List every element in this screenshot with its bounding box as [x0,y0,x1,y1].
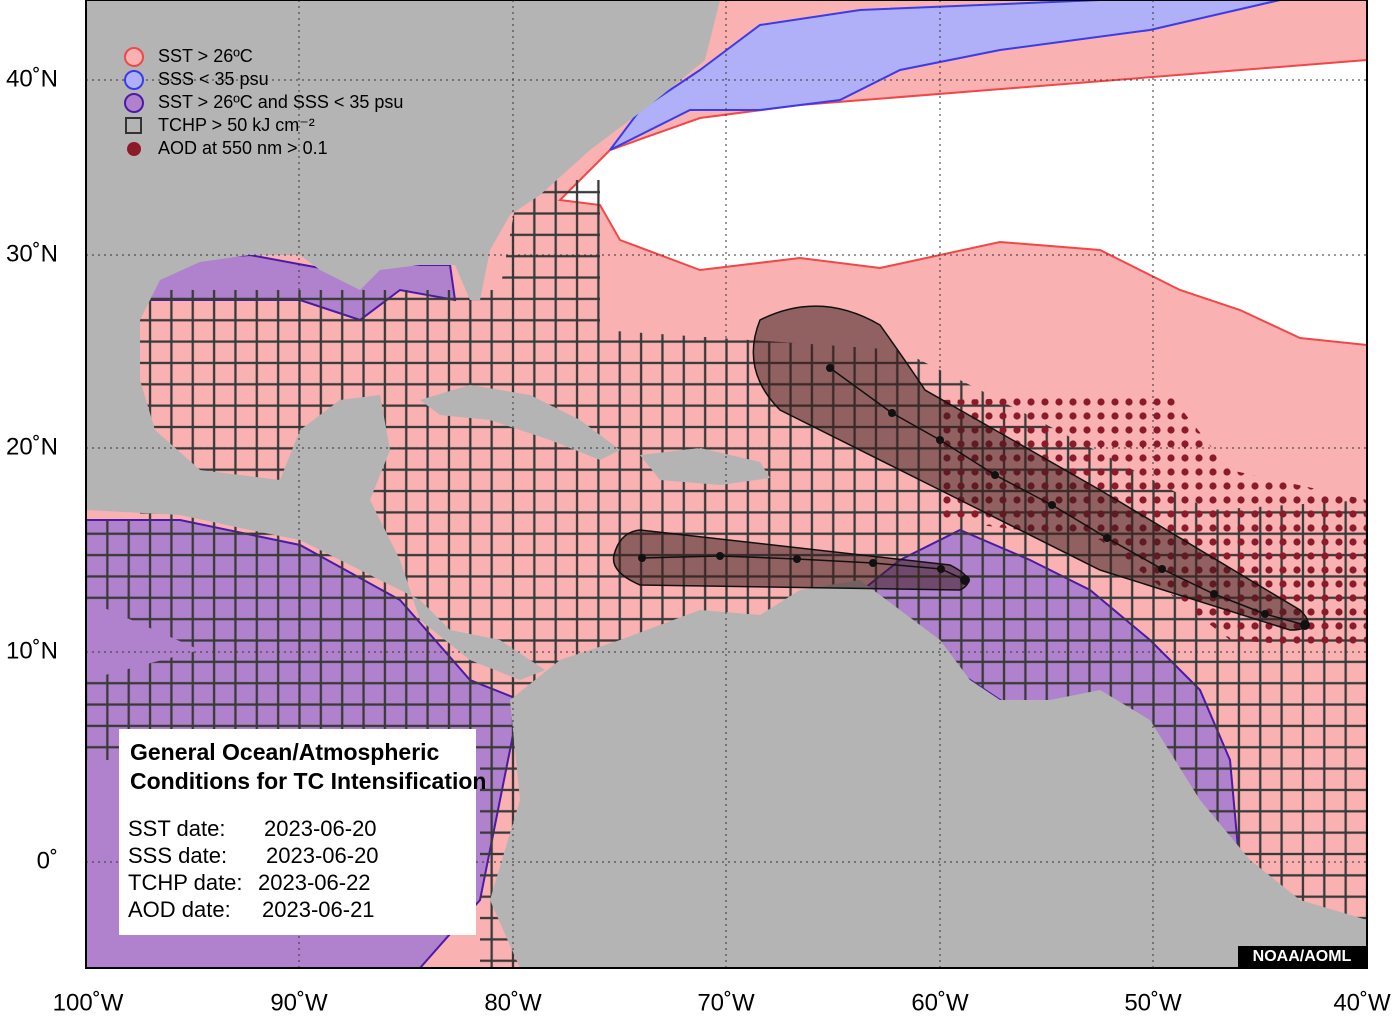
date-label: TCHP date: [128,870,243,895]
lat-label: 40˚N [6,65,58,92]
storm-track [829,367,1306,626]
legend: SST > 26ºC SSS < 35 psu SST > 26ºC and S… [124,46,403,158]
land [420,385,620,460]
legend-label: SSS < 35 psu [158,69,269,89]
lon-label: 60˚W [911,989,969,1016]
date-value: 2023-06-20 [264,816,377,841]
lon-label: 100˚W [53,989,124,1016]
lon-label: 40˚W [1333,989,1391,1016]
land [490,580,1367,968]
date-value: 2023-06-20 [266,843,379,868]
forecast-cone [752,305,1309,631]
info-title: General Ocean/Atmospheric [130,739,440,765]
land [640,448,770,485]
date-label: SSS date: [128,843,227,868]
credit: NOAA/AOML [1253,948,1352,965]
track-points [638,364,1310,630]
legend-label: AOD at 550 nm > 0.1 [158,138,328,158]
legend-label: SST > 26ºC [158,46,253,66]
longitude-labels: 100˚W 90˚W 80˚W 70˚W 60˚W 50˚W 40˚W [53,989,1391,1016]
plot-frame [85,0,1368,969]
info-title: Conditions for TC Intensification [130,768,486,794]
date-value: 2023-06-21 [262,897,375,922]
lon-label: 80˚W [484,989,542,1016]
lat-label: 10˚N [6,637,58,664]
latitude-labels: 40˚N 30˚N 20˚N 10˚N 0˚ [6,65,58,874]
lat-label: 20˚N [6,433,58,460]
date-value: 2023-06-22 [258,870,371,895]
lon-label: 70˚W [697,989,755,1016]
lon-label: 90˚W [270,989,328,1016]
credit-box [1238,946,1366,967]
storm-track [641,555,966,581]
lat-label: 30˚N [6,240,58,267]
legend-label: TCHP > 50 kJ cm⁻² [158,115,315,135]
date-label: SST date: [128,816,225,841]
land [86,0,720,680]
date-label: AOD date: [128,897,231,922]
lat-label: 0˚ [37,847,58,874]
lon-label: 50˚W [1124,989,1182,1016]
legend-label: SST > 26ºC and SSS < 35 psu [158,92,403,112]
info-box: General Ocean/Atmospheric Conditions for… [119,729,486,935]
